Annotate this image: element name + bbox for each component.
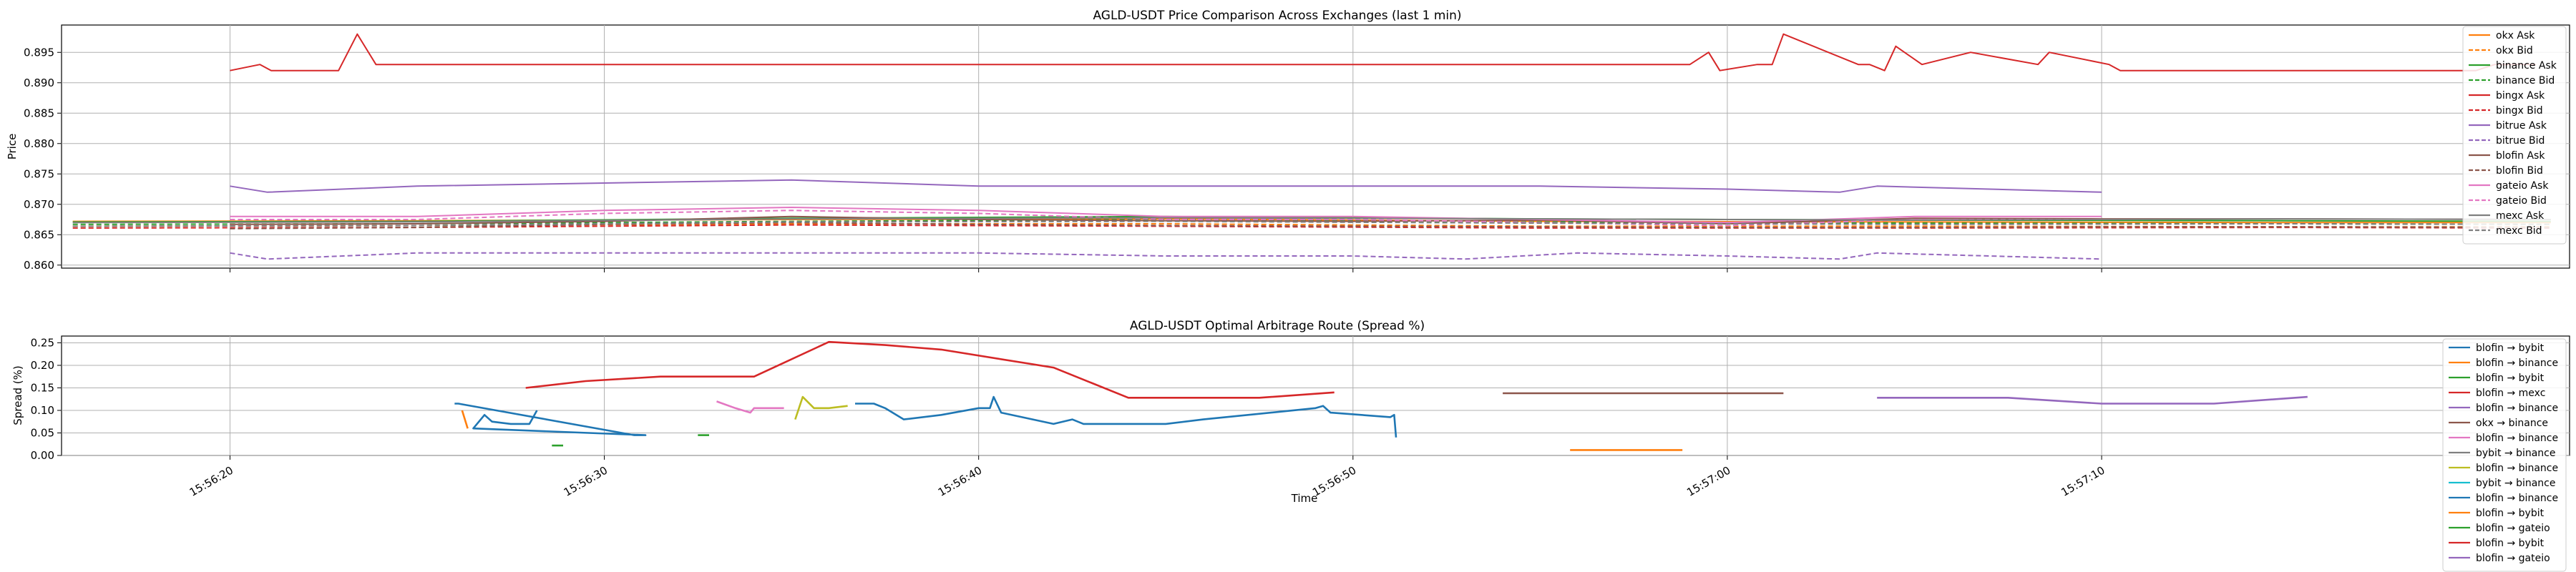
price-chart-y-ticks: 0.860 0.865 0.870 0.875 0.880 0.885 0.890 0.895	[24, 46, 62, 272]
y-tick-label: 0.25	[31, 336, 54, 349]
x-tick-label: 15:56:20	[187, 464, 235, 499]
y-tick-label: 0.885	[24, 107, 54, 119]
legend-label: okx Ask	[2496, 30, 2535, 41]
x-tick-label: 15:56:30	[562, 464, 610, 499]
y-tick-label: 0.875	[24, 167, 54, 180]
legend-label: binance Ask	[2496, 60, 2557, 72]
legend-label: blofin → binance	[2476, 433, 2558, 444]
y-tick-label: 0.880	[24, 137, 54, 150]
legend-label: blofin Bid	[2496, 165, 2543, 177]
spread-chart-title: AGLD-USDT Optimal Arbitrage Route (Sprea…	[1130, 319, 1425, 333]
y-tick-label: 0.05	[31, 426, 54, 439]
price-chart-x-ticks	[229, 268, 2102, 272]
x-tick-label: 15:56:40	[936, 464, 984, 499]
legend-label: bybit → binance	[2476, 478, 2555, 489]
series-line	[72, 220, 2551, 227]
legend-label: blofin → binance	[2476, 358, 2558, 369]
y-tick-label: 0.20	[31, 359, 54, 372]
legend-label: binance Bid	[2496, 75, 2555, 87]
y-tick-label: 0.860	[24, 259, 54, 272]
legend-label: bitrue Ask	[2496, 120, 2547, 132]
price-chart: AGLD-USDT Price Comparison Across Exchan…	[6, 9, 2570, 272]
y-tick-label: 0.890	[24, 77, 54, 89]
series-line	[1877, 395, 2308, 405]
legend-label: blofin → bybit	[2476, 342, 2545, 354]
series-line	[855, 395, 1397, 438]
series-line	[230, 252, 2102, 260]
price-chart-grid	[62, 25, 2570, 268]
legend-label: bingx Bid	[2496, 105, 2543, 117]
legend-label: blofin → gateio	[2476, 553, 2550, 564]
legend-label: blofin → binance	[2476, 403, 2558, 414]
series-line	[72, 224, 2551, 229]
legend-label: mexc Ask	[2496, 210, 2545, 222]
legend-label: mexc Bid	[2496, 225, 2542, 237]
legend-label: blofin → binance	[2476, 493, 2558, 504]
price-chart-ylabel: Price	[6, 134, 19, 160]
legend-label: blofin → gateio	[2476, 523, 2550, 534]
x-tick-label: 15:56:50	[1310, 464, 1358, 499]
y-tick-label: 0.865	[24, 228, 54, 241]
spread-chart-grid	[62, 336, 2570, 456]
series-line	[794, 395, 848, 420]
series-line	[454, 403, 647, 436]
legend-label: okx Bid	[2496, 45, 2533, 56]
spread-chart-series	[454, 340, 2308, 451]
series-line	[230, 33, 2536, 72]
x-tick-label: 15:57:10	[2059, 464, 2107, 499]
legend-label: gateio Bid	[2496, 195, 2547, 207]
series-line	[72, 223, 2551, 228]
legend-label: bybit → binance	[2476, 448, 2555, 459]
legend-label: bitrue Bid	[2496, 135, 2545, 147]
spread-chart-legend: blofin → bybit blofin → binance blofin → b…	[2442, 338, 2567, 572]
legend-label: okx → binance	[2476, 418, 2548, 429]
series-line	[72, 217, 2551, 224]
spread-chart-ylabel: Spread (%)	[11, 365, 24, 425]
price-chart-legend: okx Ask okx Bid binance Ask binance Bid bing…	[2462, 26, 2567, 245]
legend-label: blofin → binance	[2476, 463, 2558, 474]
legend-label: bingx Ask	[2496, 90, 2545, 102]
spread-chart-xlabel: Time	[1291, 492, 1318, 505]
legend-label: blofin → mexc	[2476, 388, 2545, 399]
y-tick-label: 0.870	[24, 198, 54, 211]
legend-label: blofin Ask	[2496, 150, 2545, 162]
series-line	[525, 340, 1335, 399]
price-chart-plot-area	[61, 24, 2570, 269]
y-tick-label: 0.15	[31, 381, 54, 394]
y-tick-label: 0.10	[31, 404, 54, 417]
series-line	[230, 179, 2102, 193]
series-line	[461, 410, 469, 429]
legend-box	[2442, 338, 2567, 572]
y-tick-label: 0.00	[31, 449, 54, 462]
spread-chart-y-ticks: 0.00 0.05 0.10 0.15 0.20 0.25	[31, 336, 62, 462]
spread-chart-x-ticks: 15:56:20 15:56:30 15:56:40 15:56:50 15:57:00…	[187, 455, 2107, 499]
series-line	[230, 207, 2102, 224]
legend-label: blofin → bybit	[2476, 508, 2545, 519]
legend-label: blofin → bybit	[2476, 373, 2545, 384]
series-line	[716, 400, 784, 414]
legend-label: blofin → bybit	[2476, 538, 2545, 549]
y-tick-label: 0.895	[24, 46, 54, 59]
price-chart-series	[72, 33, 2551, 260]
price-chart-title: AGLD-USDT Price Comparison Across Exchan…	[1093, 9, 1461, 23]
spread-chart-plot-area	[61, 335, 2570, 456]
x-tick-label: 15:57:00	[1684, 464, 1732, 499]
legend-label: gateio Ask	[2496, 180, 2549, 192]
spread-chart: AGLD-USDT Optimal Arbitrage Route (Sprea…	[11, 319, 2570, 572]
